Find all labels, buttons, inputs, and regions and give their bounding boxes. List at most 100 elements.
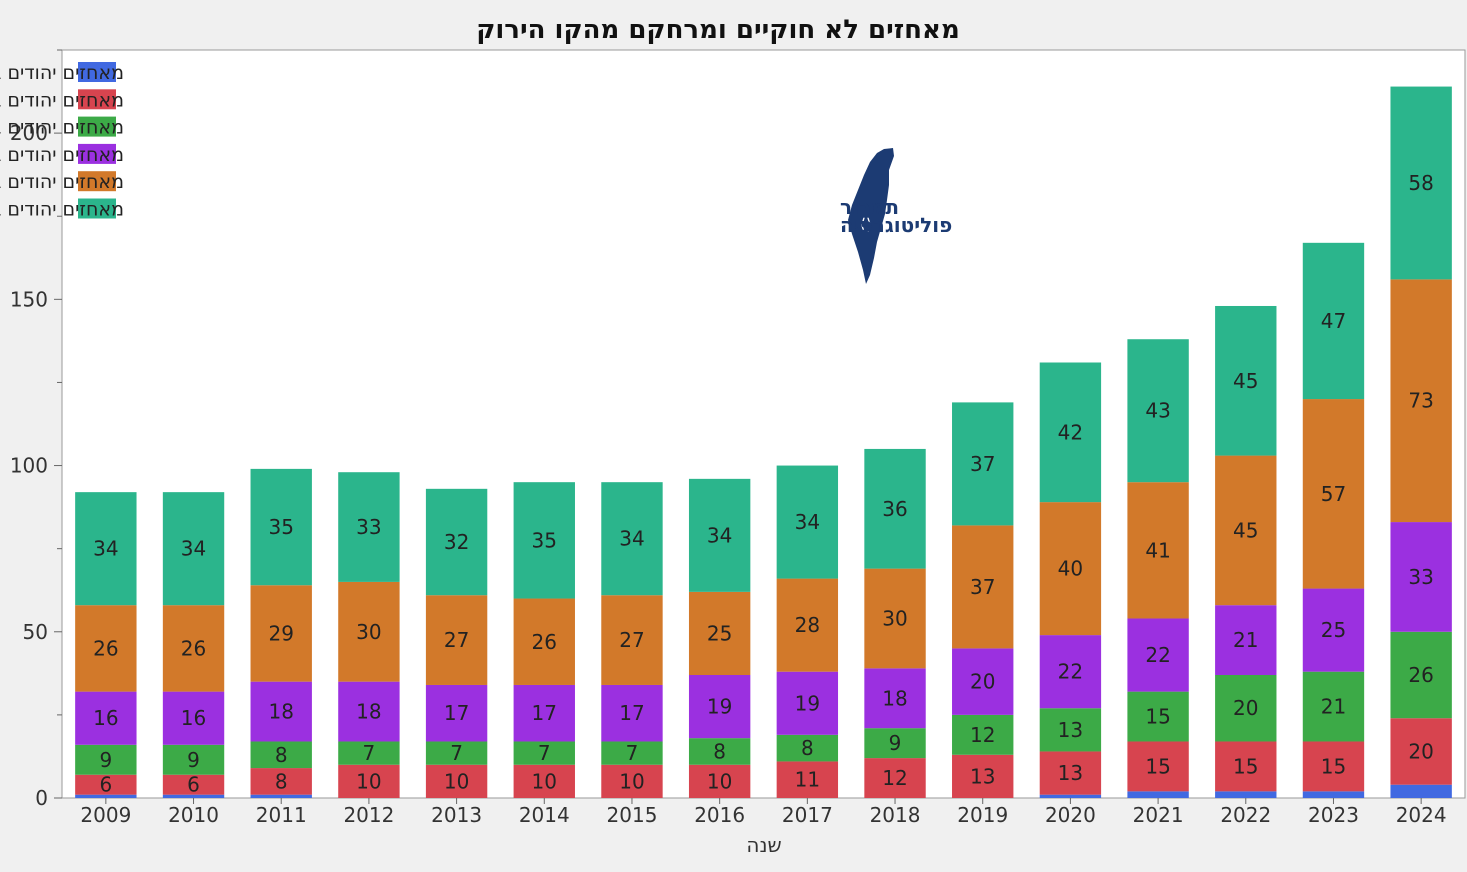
x-tick-label: 2009 bbox=[80, 803, 131, 827]
bar-segment bbox=[688, 591, 751, 675]
bar-data-label: 12 bbox=[970, 723, 995, 747]
bar-segment bbox=[75, 774, 137, 795]
bar-segment bbox=[1215, 455, 1277, 606]
bar-data-label: 40 bbox=[1058, 557, 1083, 581]
bar-segment bbox=[513, 764, 575, 798]
bar-segment bbox=[1302, 588, 1365, 672]
bar-segment bbox=[250, 468, 312, 586]
legend: מאחזים יהודים במרחק עד 1 ק"מ מהקו הירוק מ… bbox=[0, 62, 124, 221]
x-tick-label: 2011 bbox=[256, 803, 307, 827]
bar-segment bbox=[952, 648, 1014, 715]
bar-segment bbox=[952, 525, 1014, 649]
bar-segment bbox=[1127, 741, 1189, 792]
bar-data-label: 34 bbox=[795, 510, 820, 534]
bar-segment bbox=[864, 728, 926, 759]
bar-data-label: 20 bbox=[970, 670, 995, 694]
legend-label: מאחזים יהודים במרחק עד 1 ק"מ מהקו הירוק bbox=[0, 62, 124, 84]
bar-segment bbox=[513, 684, 575, 742]
bar-data-label: 9 bbox=[99, 748, 112, 772]
bar-data-label: 8 bbox=[713, 739, 726, 763]
bar-data-label: 10 bbox=[444, 769, 469, 793]
bar-data-label: 45 bbox=[1233, 518, 1258, 542]
bar-data-label: 29 bbox=[268, 621, 293, 645]
bar-data-label: 6 bbox=[99, 773, 112, 797]
bar-segment bbox=[1302, 791, 1365, 798]
bar-data-label: 37 bbox=[970, 452, 995, 476]
bar-segment bbox=[688, 738, 751, 765]
bar-data-label: 12 bbox=[882, 766, 907, 790]
bar-segment bbox=[1127, 339, 1189, 483]
bar-segment bbox=[1215, 791, 1277, 798]
bar-segment bbox=[952, 714, 1014, 755]
bar-data-label: 17 bbox=[619, 701, 644, 725]
logo: ⟨⟩ תמרור פוליטוגרפיה bbox=[840, 148, 952, 284]
bar-data-label: 21 bbox=[1233, 628, 1258, 652]
bar-data-label: 30 bbox=[882, 606, 907, 630]
bar-data-label: 17 bbox=[532, 701, 557, 725]
bar-data-label: 8 bbox=[275, 743, 288, 767]
bar-segment bbox=[162, 691, 225, 745]
bar-segment bbox=[338, 681, 400, 742]
bar-segment bbox=[1039, 794, 1102, 798]
bar-data-label: 9 bbox=[889, 731, 902, 755]
bar-data-label: 19 bbox=[707, 695, 732, 719]
chart-title: מאחזים לא חוקיים ומרחקם מהקו הירוק bbox=[476, 15, 960, 45]
bar-segment bbox=[1127, 791, 1189, 798]
bar-segment bbox=[250, 794, 312, 798]
bar-data-label: 26 bbox=[181, 636, 206, 660]
bar-segment bbox=[864, 448, 926, 569]
x-tick-label: 2016 bbox=[694, 803, 745, 827]
bar-segment bbox=[338, 741, 400, 765]
bar-segment bbox=[1039, 635, 1102, 709]
bar-segment bbox=[601, 684, 663, 742]
bar-segment bbox=[75, 691, 137, 745]
bar-data-label: 26 bbox=[93, 636, 118, 660]
x-tick-label: 2022 bbox=[1220, 803, 1271, 827]
bar-segment bbox=[1039, 708, 1102, 752]
bar-segment bbox=[776, 761, 839, 798]
bar-segment bbox=[162, 492, 225, 606]
bar-data-label: 26 bbox=[1408, 663, 1433, 687]
bar-data-label: 20 bbox=[1233, 696, 1258, 720]
bar-data-label: 16 bbox=[93, 706, 118, 730]
bar-data-label: 33 bbox=[356, 515, 381, 539]
bar-data-label: 43 bbox=[1145, 399, 1170, 423]
bar-data-label: 7 bbox=[626, 741, 639, 765]
bar-segment bbox=[952, 754, 1014, 798]
bar-segment bbox=[250, 741, 312, 769]
bar-data-label: 13 bbox=[1058, 761, 1083, 785]
x-tick-label: 2010 bbox=[168, 803, 219, 827]
bar-segment bbox=[601, 764, 663, 798]
bar-segment bbox=[952, 402, 1014, 526]
x-tick-label: 2017 bbox=[782, 803, 833, 827]
bar-segment bbox=[864, 758, 926, 798]
bar-data-label: 33 bbox=[1408, 565, 1433, 589]
bar-segment bbox=[425, 595, 488, 685]
bar-data-label: 17 bbox=[444, 701, 469, 725]
legend-label: מאחזים יהודים במרחק 1-3 ק"מ מהקו הירוק bbox=[0, 89, 124, 111]
bar-segment bbox=[1302, 741, 1365, 792]
x-axis-label: שנה bbox=[746, 833, 781, 857]
bar-data-label: 27 bbox=[619, 628, 644, 652]
bar-segment bbox=[75, 744, 137, 775]
x-tick-label: 2015 bbox=[607, 803, 658, 827]
x-tick-label: 2024 bbox=[1396, 803, 1447, 827]
bar-data-label: 27 bbox=[444, 628, 469, 652]
logo-line2: פוליטוגרפיה bbox=[840, 213, 952, 237]
bar-data-label: 35 bbox=[532, 528, 557, 552]
bar-data-label: 15 bbox=[1233, 754, 1258, 778]
bar-data-label: 8 bbox=[275, 769, 288, 793]
legend-label: מאחזים יהודים במרחק 5-10 ק"מ מהקו הירוק bbox=[0, 144, 124, 166]
bar-data-label: 58 bbox=[1408, 171, 1433, 195]
x-tick-label: 2013 bbox=[431, 803, 482, 827]
bars: 6916263469162634881829351071830331071727… bbox=[75, 86, 1452, 798]
legend-swatch bbox=[78, 89, 116, 110]
bar-segment bbox=[513, 598, 575, 685]
bar-segment bbox=[776, 578, 839, 672]
bar-data-label: 10 bbox=[707, 769, 732, 793]
bar-segment bbox=[1215, 741, 1277, 792]
bar-segment bbox=[75, 794, 137, 798]
